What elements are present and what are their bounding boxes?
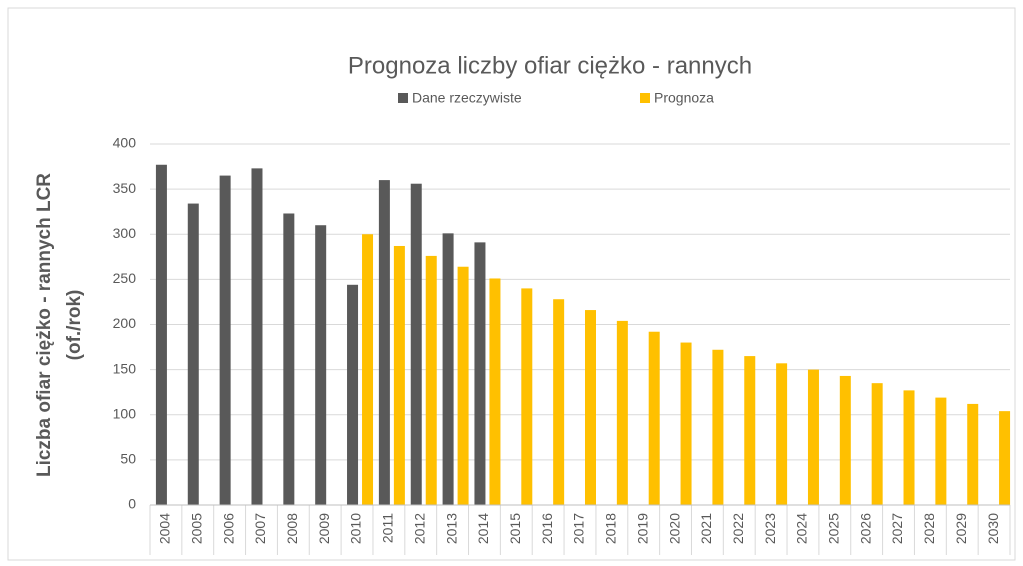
bar (712, 349, 724, 505)
legend-swatch (640, 93, 650, 103)
x-tick-label: 2025 (826, 513, 842, 544)
bar (219, 175, 231, 505)
x-tick-label: 2009 (316, 513, 332, 544)
bar (489, 278, 501, 505)
bar (347, 284, 359, 505)
bar (442, 233, 454, 505)
y-axis-label: (of./rok) (64, 290, 85, 361)
legend-label: Prognoza (654, 90, 714, 106)
x-tick-label: 2010 (348, 513, 364, 544)
bar (871, 383, 883, 505)
x-tick-label: 2023 (762, 513, 778, 544)
bar (903, 390, 915, 505)
x-tick-label: 2008 (284, 513, 300, 544)
x-tick-label: 2014 (475, 513, 491, 544)
y-tick-label: 200 (113, 315, 137, 331)
y-tick-label: 350 (113, 180, 137, 196)
bar (457, 266, 469, 505)
x-tick-label: 2012 (411, 513, 427, 544)
x-tick-label: 2006 (220, 513, 236, 544)
y-tick-label: 100 (113, 405, 137, 421)
y-tick-label: 150 (113, 360, 137, 376)
x-tick-label: 2020 (666, 513, 682, 544)
chart-title: Prognoza liczby ofiar ciężko - rannych (348, 52, 752, 79)
bar (776, 363, 788, 505)
chart-frame (7, 7, 1016, 561)
bar (648, 331, 660, 505)
x-tick-label: 2028 (921, 513, 937, 544)
bar (807, 369, 819, 505)
x-tick-label: 2027 (889, 513, 905, 544)
x-tick-label: 2011 (380, 513, 396, 543)
bar (283, 213, 295, 505)
y-axis-label: Liczba ofiar ciężko - rannych LCR (34, 173, 55, 477)
y-tick-label: 250 (113, 270, 137, 286)
bar (839, 375, 851, 505)
bar (935, 397, 947, 505)
bar (585, 310, 596, 505)
bar (251, 168, 263, 505)
x-tick-label: 2004 (157, 513, 173, 544)
x-tick-label: 2024 (794, 513, 810, 544)
x-tick-label: 2019 (634, 513, 650, 544)
x-tick-label: 2017 (571, 513, 587, 544)
bar (425, 255, 437, 505)
x-tick-label: 2007 (252, 513, 268, 544)
legend-swatch (398, 93, 408, 103)
bar (378, 180, 390, 505)
x-tick-label: 2005 (188, 513, 204, 544)
bar (680, 342, 692, 505)
x-tick-label: 2021 (698, 513, 714, 544)
y-tick-label: 0 (128, 496, 136, 512)
bar (187, 203, 199, 505)
y-tick-label: 400 (113, 135, 137, 151)
x-tick-label: 2026 (857, 513, 873, 544)
x-tick-label: 2015 (507, 513, 523, 544)
bar (410, 183, 422, 505)
bar (155, 164, 167, 505)
bar (521, 288, 533, 505)
bar (744, 356, 756, 505)
y-tick-label: 300 (113, 225, 137, 241)
x-tick-label: 2018 (603, 513, 619, 544)
x-tick-label: 2030 (985, 513, 1001, 544)
y-tick-label: 50 (120, 451, 136, 467)
x-tick-label: 2013 (443, 513, 459, 544)
bar (999, 411, 1011, 505)
bar (362, 234, 374, 505)
bar (393, 245, 405, 506)
x-tick-label: 2022 (730, 513, 746, 544)
bar (553, 299, 565, 505)
x-tick-label: 2016 (539, 513, 555, 544)
bar (616, 320, 628, 505)
bar (967, 403, 979, 505)
bar (315, 225, 327, 505)
bar (474, 242, 486, 505)
x-tick-label: 2029 (953, 513, 969, 544)
legend-label: Dane rzeczywiste (412, 90, 522, 106)
